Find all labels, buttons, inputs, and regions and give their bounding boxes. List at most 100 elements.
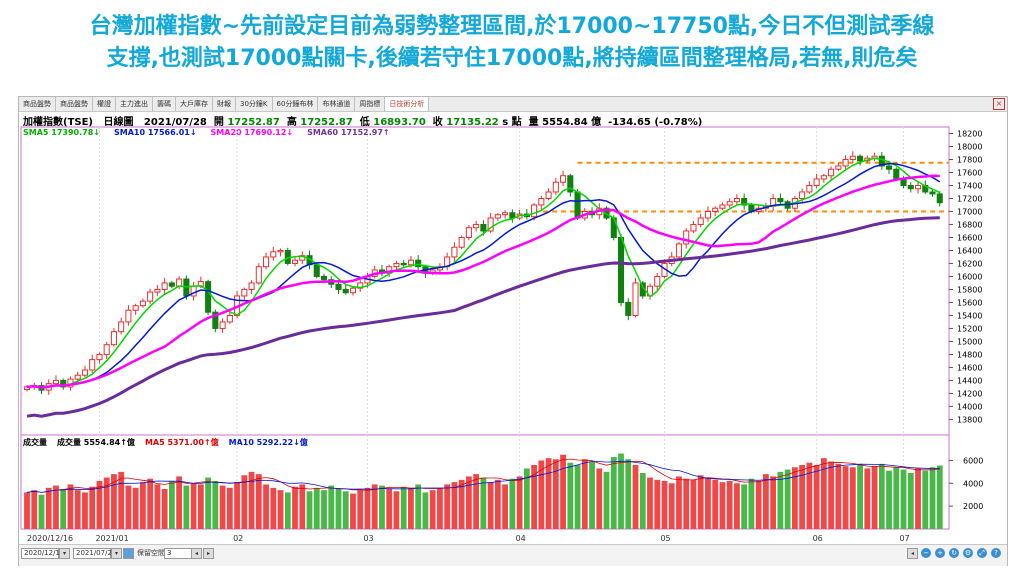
tab-10[interactable]: 周指標 <box>355 97 386 111</box>
volume-bar <box>878 463 885 529</box>
volume-tick-label: 2000 <box>963 502 983 511</box>
calendar-icon[interactable] <box>123 548 134 559</box>
candle-body <box>255 266 262 284</box>
tab-11[interactable]: 日技術分析 <box>385 97 430 111</box>
volume-bar <box>386 489 393 529</box>
tab-2[interactable]: 權證 <box>93 97 116 111</box>
start-date-field[interactable]: 2020/12/16 <box>21 548 64 559</box>
candle-body <box>139 300 146 307</box>
tab-8[interactable]: 60分鐘布林 <box>273 97 319 111</box>
volume-bar <box>668 483 675 529</box>
candle-body <box>132 305 139 311</box>
scroll-left-icon[interactable]: ◂ <box>907 548 918 559</box>
candle-body <box>820 175 827 180</box>
volume-bar <box>60 489 67 529</box>
candle-body <box>531 204 538 218</box>
volume-bar <box>849 467 856 529</box>
candle-body <box>277 249 284 253</box>
fullscreen-icon[interactable]: ⤢ <box>977 548 987 558</box>
volume-bar <box>799 465 806 529</box>
candle-body <box>161 282 168 290</box>
volume-bar <box>697 475 704 529</box>
step-right-icon[interactable]: ▸ <box>203 548 214 559</box>
volume-bar <box>574 465 581 529</box>
zoom-in-icon[interactable]: + <box>935 548 945 558</box>
candle-body <box>842 158 849 167</box>
tab-1[interactable]: 商品盤勢 <box>56 97 93 111</box>
y-tick-label: 15600 <box>957 298 982 307</box>
volume-bar <box>154 484 161 529</box>
tab-6[interactable]: 財報 <box>213 97 236 111</box>
volume-tick-label: 4000 <box>963 479 983 488</box>
candle-body <box>154 288 161 293</box>
volume-bar <box>936 465 943 529</box>
candle-body <box>835 165 842 170</box>
volume-bar <box>835 463 842 529</box>
instrument-name: 加權指數(TSE) <box>23 117 93 128</box>
tab-9[interactable]: 布林通道 <box>318 97 356 111</box>
zoom-out-icon[interactable]: − <box>921 548 931 558</box>
candle-body <box>205 281 212 313</box>
keep-space-input[interactable]: 3 <box>164 548 192 559</box>
close-icon[interactable]: × <box>993 98 1005 110</box>
quote-date: 2021/07/28 <box>143 117 207 128</box>
end-date-dropdown-icon[interactable]: ▾ <box>111 548 122 559</box>
volume-bar <box>567 462 574 529</box>
volume-bar <box>444 484 451 529</box>
help-icon[interactable]: ? <box>991 548 1001 558</box>
candle-body <box>270 251 277 258</box>
quote-info-bar: 加權指數(TSE) 日線圖 2021/07/28 開 17252.87 高 17… <box>23 113 702 128</box>
y-tick-label: 18200 <box>957 129 982 138</box>
ma-legend-item-2: SMA20 17690.12↓ <box>210 128 294 137</box>
start-date-dropdown-icon[interactable]: ▾ <box>59 548 70 559</box>
volume-bar <box>74 490 81 529</box>
tab-4[interactable]: 籌碼 <box>153 97 176 111</box>
volume-bar <box>828 461 834 529</box>
volume-bar <box>400 486 407 529</box>
volume-bar <box>545 458 552 529</box>
volume-bar <box>313 487 320 529</box>
volume-bar <box>255 474 262 529</box>
volume-legend-item-3: MA10 5292.22↓億 <box>228 438 308 447</box>
refresh-icon[interactable]: ↻ <box>949 548 959 558</box>
tab-5[interactable]: 大戶庫存 <box>176 97 213 111</box>
volume-bar <box>509 478 516 529</box>
tab-0[interactable]: 商品盤勢 <box>19 97 56 111</box>
candle-body <box>407 259 414 266</box>
volume-bar <box>226 487 233 529</box>
volume-bar <box>429 490 436 529</box>
candle-body <box>704 210 711 219</box>
volume-bar <box>784 469 791 529</box>
ma-legend-item-1: SMA10 17566.01↓ <box>113 128 197 137</box>
tab-7[interactable]: 30分鐘K <box>236 97 273 111</box>
candle-body <box>907 184 914 190</box>
candle-body <box>103 344 110 355</box>
volume-bar <box>38 494 45 529</box>
volume-bar <box>791 467 798 529</box>
volume-bar <box>82 492 88 529</box>
end-date-field[interactable]: 2021/07/28 <box>73 548 116 559</box>
x-tick-label: 02 <box>233 534 243 543</box>
volume-bar <box>371 484 378 529</box>
x-tick-label: 04 <box>516 534 526 543</box>
candle-body <box>74 374 81 380</box>
candle-body <box>632 282 639 316</box>
tab-3[interactable]: 主力進出 <box>116 97 153 111</box>
candle-body <box>697 217 704 225</box>
candle-body <box>654 275 661 287</box>
volume-bar <box>168 481 175 529</box>
candle-body <box>183 278 190 297</box>
volume-legend-item-0: 成交量 <box>23 438 47 447</box>
volume-label: 量 <box>528 117 539 128</box>
candle-body <box>712 207 719 212</box>
candle-body <box>400 262 407 266</box>
volume-bar <box>24 492 30 529</box>
candle-body <box>313 264 320 277</box>
candle-body <box>625 301 632 316</box>
ma-legend-item-3: SMA60 17152.97↑ <box>307 128 390 137</box>
volume-bar <box>589 461 595 529</box>
settings-icon[interactable]: ⚙ <box>963 548 973 558</box>
volume-bar <box>241 475 248 529</box>
step-left-icon[interactable]: ◂ <box>191 548 202 559</box>
y-tick-label: 16800 <box>957 220 982 229</box>
